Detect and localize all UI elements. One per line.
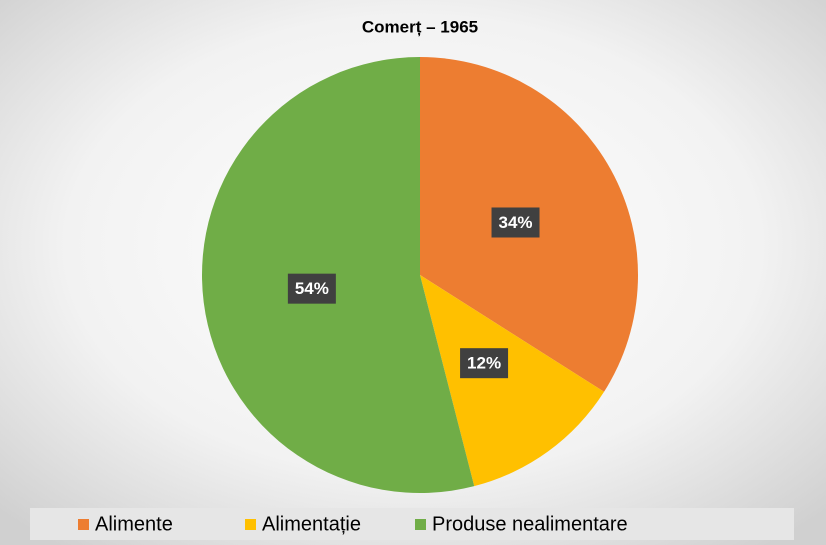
legend-label: Alimente xyxy=(95,513,173,535)
chart-title: Comerț – 1965 xyxy=(362,17,478,36)
legend-label: Alimentație xyxy=(262,513,361,535)
data-label-box xyxy=(460,348,509,379)
pie-slice xyxy=(420,275,605,487)
data-label-box xyxy=(287,273,336,304)
pie-slice xyxy=(201,57,475,493)
data-label: 34% xyxy=(499,213,533,232)
legend-swatch xyxy=(78,519,89,530)
data-label-box xyxy=(491,207,540,238)
legend-label: Produse nealimentare xyxy=(432,513,628,535)
data-label: 12% xyxy=(467,354,501,373)
legend-swatch xyxy=(245,519,256,530)
legend-swatch xyxy=(415,519,426,530)
data-label: 54% xyxy=(295,279,329,298)
legend-box xyxy=(30,508,794,540)
